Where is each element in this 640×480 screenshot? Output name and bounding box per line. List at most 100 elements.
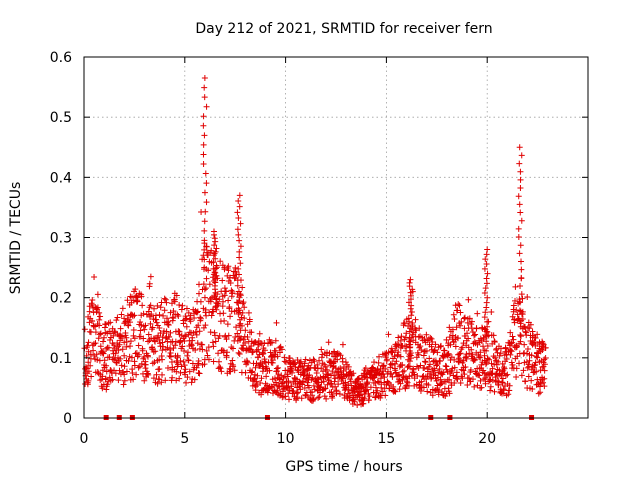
data-point bbox=[178, 363, 185, 370]
data-point bbox=[432, 341, 439, 348]
peak-point bbox=[517, 185, 524, 192]
data-point bbox=[364, 379, 371, 386]
data-point bbox=[181, 348, 188, 355]
peak-point bbox=[518, 266, 525, 273]
data-point bbox=[474, 310, 481, 317]
data-point bbox=[152, 312, 159, 319]
data-point bbox=[120, 381, 127, 388]
data-point bbox=[308, 359, 315, 366]
data-point bbox=[396, 378, 403, 385]
data-point bbox=[135, 351, 142, 358]
peak-point bbox=[482, 285, 489, 292]
data-point bbox=[471, 356, 478, 363]
data-point bbox=[135, 364, 142, 371]
peak-point bbox=[515, 315, 522, 322]
data-point bbox=[451, 364, 458, 371]
data-point bbox=[421, 364, 428, 371]
data-point bbox=[203, 243, 210, 250]
data-point bbox=[487, 387, 494, 394]
data-point bbox=[282, 393, 289, 400]
data-point bbox=[392, 347, 399, 354]
data-point bbox=[207, 298, 214, 305]
y-tick-label: 0.1 bbox=[50, 351, 72, 367]
data-point bbox=[192, 347, 199, 354]
data-point bbox=[125, 357, 132, 364]
data-point bbox=[139, 302, 146, 309]
data-point bbox=[239, 309, 246, 316]
x-tick-label: 0 bbox=[80, 431, 89, 447]
data-point bbox=[297, 386, 304, 393]
data-point bbox=[99, 373, 106, 380]
data-point bbox=[220, 298, 227, 305]
data-point bbox=[177, 357, 184, 364]
data-point bbox=[447, 370, 454, 377]
peak-point bbox=[235, 305, 242, 312]
data-point bbox=[481, 376, 488, 383]
data-point bbox=[96, 316, 103, 323]
data-point bbox=[96, 322, 103, 329]
peak-point bbox=[407, 289, 414, 296]
data-point bbox=[251, 371, 258, 378]
data-point bbox=[162, 296, 169, 303]
data-point bbox=[534, 331, 541, 338]
data-point bbox=[318, 346, 325, 353]
data-point bbox=[317, 374, 324, 381]
data-point bbox=[194, 340, 201, 347]
data-point bbox=[434, 382, 441, 389]
data-point bbox=[203, 347, 210, 354]
data-point bbox=[537, 389, 544, 396]
peak-point bbox=[517, 283, 524, 289]
data-point bbox=[263, 373, 270, 380]
data-point bbox=[364, 386, 371, 393]
data-point bbox=[540, 379, 547, 386]
data-point bbox=[205, 356, 212, 363]
peak-point bbox=[516, 160, 523, 167]
data-point bbox=[197, 315, 204, 322]
data-point bbox=[431, 367, 438, 374]
data-point bbox=[85, 359, 92, 366]
data-point bbox=[506, 382, 513, 389]
peak-point bbox=[200, 113, 207, 120]
data-point bbox=[417, 387, 424, 394]
data-point bbox=[186, 329, 193, 336]
data-point bbox=[539, 340, 546, 347]
data-point bbox=[94, 368, 101, 375]
data-point bbox=[175, 313, 182, 320]
data-point bbox=[298, 395, 305, 402]
peak-point bbox=[235, 231, 242, 238]
data-point bbox=[167, 346, 174, 353]
peak-point bbox=[516, 250, 523, 257]
data-point bbox=[488, 308, 495, 315]
y-tick-label: 0.3 bbox=[50, 231, 72, 247]
data-point bbox=[212, 338, 219, 345]
data-point bbox=[366, 393, 373, 400]
data-point bbox=[242, 327, 249, 334]
data-point bbox=[451, 316, 458, 323]
data-point bbox=[164, 365, 171, 372]
peak-point bbox=[406, 335, 413, 342]
data-point bbox=[280, 374, 287, 381]
data-point bbox=[166, 352, 173, 359]
peak-point bbox=[517, 242, 524, 249]
data-point bbox=[457, 322, 464, 329]
data-point bbox=[138, 360, 145, 367]
data-point bbox=[468, 321, 475, 328]
data-point bbox=[137, 318, 144, 325]
data-point bbox=[364, 380, 371, 387]
data-point bbox=[294, 394, 301, 401]
data-point bbox=[134, 297, 141, 304]
grid bbox=[84, 57, 588, 418]
data-point bbox=[435, 369, 442, 376]
peak-point bbox=[212, 255, 219, 262]
data-point bbox=[272, 388, 279, 395]
data-point bbox=[374, 378, 381, 385]
peak-point bbox=[408, 312, 415, 319]
data-point bbox=[163, 299, 170, 306]
data-point bbox=[509, 333, 516, 340]
data-point bbox=[397, 380, 404, 387]
data-point bbox=[141, 326, 148, 333]
data-point bbox=[329, 391, 336, 398]
data-point bbox=[494, 349, 501, 356]
data-point bbox=[446, 324, 453, 331]
